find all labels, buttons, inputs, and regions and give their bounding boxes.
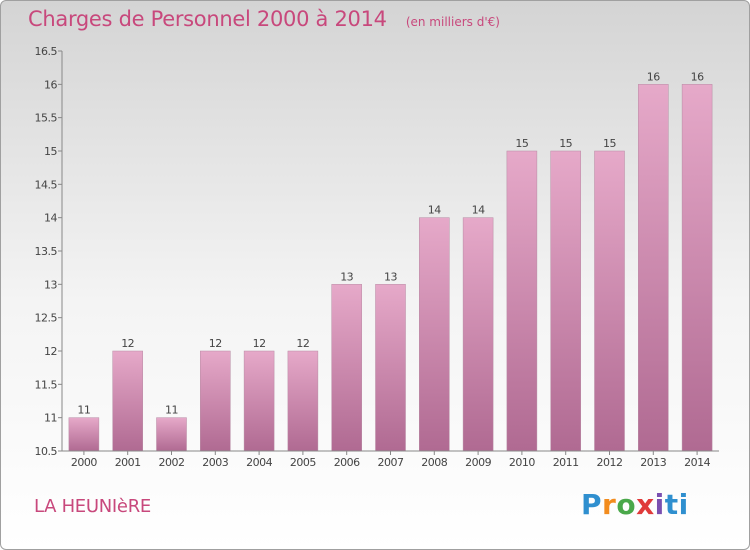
x-tick-label: 2014 [684, 456, 710, 469]
bar [156, 417, 187, 452]
y-tick-label: 13.5 [35, 245, 58, 258]
logo-letter: ti [664, 488, 689, 521]
bar [112, 350, 143, 452]
bar-value-label: 13 [384, 270, 397, 283]
y-tick-label: 10.5 [35, 445, 58, 458]
y-tick-label: 11.5 [35, 378, 58, 391]
bar-value-label: 12 [209, 337, 222, 350]
bar [681, 84, 713, 452]
bar-value-label: 11 [77, 404, 90, 417]
x-tick-label: 2012 [597, 456, 623, 469]
x-tick-label: 2008 [421, 456, 447, 469]
y-tick-label: 12 [44, 345, 57, 358]
x-tick-label: 2013 [640, 456, 666, 469]
x-tick-label: 2010 [509, 456, 535, 469]
logo-letter: i [654, 488, 665, 521]
y-tick-label: 15 [44, 145, 57, 158]
logo-letter: x [636, 488, 655, 521]
logo-letter: o [616, 488, 637, 521]
title-row: Charges de Personnel 2000 à 2014 (en mil… [28, 7, 500, 31]
bar-value-label: 15 [515, 137, 528, 150]
bar [331, 284, 362, 452]
bar-value-label: 14 [428, 204, 441, 217]
commune-name: LA HEUNIèRE [34, 496, 151, 517]
y-tick-label: 11 [44, 412, 57, 425]
bar [506, 150, 538, 452]
y-tick-label: 13 [44, 278, 57, 291]
x-tick-label: 2000 [71, 456, 97, 469]
x-tick-label: 2002 [159, 456, 185, 469]
bar [375, 284, 406, 452]
bar [68, 417, 100, 452]
bar-value-label: 12 [121, 337, 134, 350]
bar-value-label: 15 [603, 137, 616, 150]
chart-title: Charges de Personnel 2000 à 2014 [28, 7, 387, 31]
bars: 11 12 11 12 12 12 13 13 14 14 15 15 15 16 16 [68, 70, 713, 452]
y-tick-label: 15.5 [35, 112, 58, 125]
bar [243, 350, 275, 452]
x-tick-label: 2003 [202, 456, 228, 469]
bar-value-label: 12 [296, 337, 309, 350]
y-axis: 10.5 11 11.5 12 12.5 13 13.5 14 14.5 15 15.5 16 16.5 [35, 45, 63, 458]
bar [638, 84, 669, 452]
proxiti-logo: Proxiti [581, 488, 689, 521]
logo-letter: P [581, 488, 603, 521]
x-tick-label: 2004 [246, 456, 272, 469]
x-tick-label: 2007 [378, 456, 404, 469]
x-tick-label: 2009 [465, 456, 491, 469]
bar-value-label: 16 [691, 70, 704, 83]
bar-value-label: 11 [165, 404, 178, 417]
logo-letter: r [602, 488, 617, 521]
bar-value-label: 13 [340, 270, 353, 283]
bar-value-label: 14 [472, 204, 485, 217]
bar [200, 350, 231, 452]
x-tick-label: 2006 [334, 456, 360, 469]
bar-value-label: 16 [647, 70, 660, 83]
x-tick-label: 2005 [290, 456, 316, 469]
x-axis: 2000 2001 2002 2003 2004 2005 2006 2007 2008 2009… [62, 450, 719, 469]
bar-value-label: 12 [253, 337, 266, 350]
y-tick-label: 12.5 [35, 312, 58, 325]
bar-value-label: 15 [559, 137, 572, 150]
y-tick-label: 14 [44, 212, 57, 225]
bar [287, 350, 319, 452]
x-tick-label: 2001 [115, 456, 141, 469]
chart-subtitle: (en milliers d'€) [405, 15, 500, 29]
x-tick-label: 2011 [553, 456, 579, 469]
bar [550, 150, 581, 452]
bar [462, 217, 494, 452]
bar [419, 217, 450, 452]
bar [594, 150, 625, 452]
y-tick-label: 16 [44, 78, 57, 91]
y-tick-label: 14.5 [35, 178, 58, 191]
y-tick-label: 16.5 [35, 45, 58, 58]
